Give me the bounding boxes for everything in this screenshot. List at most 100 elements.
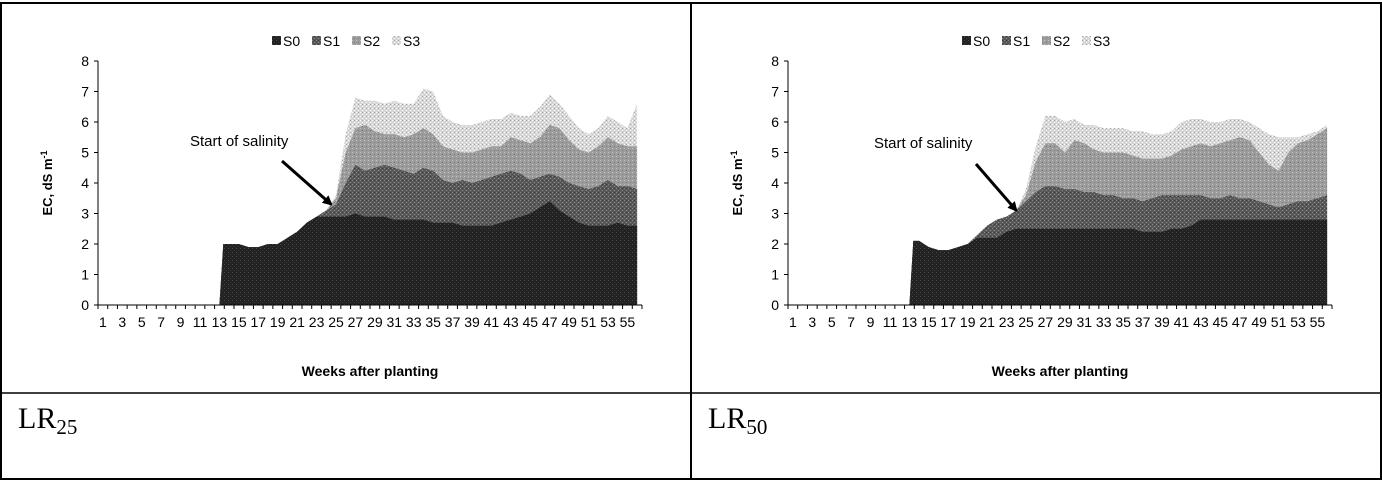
legend-swatch-s1: [312, 36, 321, 45]
y-axis-label: EC, dS m-1: [729, 150, 745, 215]
area-s0: [102, 201, 638, 305]
x-tick-label: 9: [867, 314, 875, 330]
x-tick-label: 15: [231, 314, 247, 330]
x-tick-label: 19: [270, 314, 286, 330]
x-tick-label: 55: [1310, 314, 1326, 330]
x-tick-label: 47: [542, 314, 558, 330]
caption-right-main: LR: [708, 402, 747, 435]
x-tick-label: 17: [250, 314, 266, 330]
x-tick-label: 7: [847, 314, 855, 330]
y-tick-label: 2: [771, 236, 779, 252]
y-tick-label: 7: [81, 84, 89, 100]
legend-label-s0: S0: [973, 33, 990, 49]
x-tick-label: 41: [1174, 314, 1190, 330]
x-tick-label: 29: [1057, 314, 1073, 330]
x-tick-label: 17: [940, 314, 956, 330]
x-tick-label: 15: [921, 314, 937, 330]
x-tick-label: 21: [289, 314, 305, 330]
y-tick-label: 5: [771, 145, 779, 161]
caption-left-main: LR: [18, 402, 57, 435]
x-axis-label: Weeks after planting: [302, 363, 439, 379]
x-tick-label: 1: [99, 314, 107, 330]
x-tick-label: 11: [883, 314, 898, 330]
legend-swatch-s3: [392, 36, 401, 45]
x-tick-label: 55: [620, 314, 636, 330]
x-tick-label: 45: [522, 314, 538, 330]
x-tick-label: 13: [212, 314, 228, 330]
x-tick-label: 23: [999, 314, 1015, 330]
x-tick-label: 31: [386, 314, 402, 330]
x-tick-label: 45: [1212, 314, 1228, 330]
x-tick-label: 49: [561, 314, 577, 330]
x-tick-label: 41: [484, 314, 500, 330]
x-tick-label: 49: [1251, 314, 1267, 330]
x-tick-label: 39: [464, 314, 480, 330]
x-tick-label: 19: [960, 314, 976, 330]
x-tick-label: 39: [1154, 314, 1170, 330]
annotation-arrow: [281, 159, 333, 206]
x-tick-label: 33: [406, 314, 422, 330]
annotation-label: Start of salinity: [874, 135, 973, 152]
legend-label-s3: S3: [1093, 33, 1110, 49]
y-tick-label: 8: [771, 53, 779, 69]
x-tick-label: 35: [1115, 314, 1131, 330]
x-tick-label: 51: [581, 314, 597, 330]
caption-right: LR50: [708, 402, 767, 440]
y-tick-label: 4: [771, 175, 779, 191]
legend-label-s2: S2: [1053, 33, 1070, 49]
x-tick-label: 35: [425, 314, 441, 330]
x-tick-label: 3: [118, 314, 126, 330]
y-tick-label: 1: [81, 267, 89, 283]
x-tick-label: 7: [157, 314, 165, 330]
x-tick-label: 37: [445, 314, 461, 330]
y-tick-label: 3: [81, 206, 89, 222]
x-tick-label: 1: [789, 314, 797, 330]
y-tick-label: 5: [81, 145, 89, 161]
x-tick-label: 51: [1271, 314, 1287, 330]
legend-swatch-s2: [1042, 36, 1051, 45]
legend-swatch-s1: [1002, 36, 1011, 45]
x-tick-label: 9: [177, 314, 185, 330]
caption-left: LR25: [18, 402, 77, 440]
x-tick-label: 21: [979, 314, 995, 330]
legend-label-s0: S0: [283, 33, 300, 49]
x-tick-label: 47: [1232, 314, 1248, 330]
y-tick-label: 6: [771, 114, 779, 130]
legend-label-s1: S1: [323, 33, 340, 49]
annotation-label: Start of salinity: [190, 133, 289, 150]
x-tick-label: 25: [328, 314, 344, 330]
x-tick-label: 43: [503, 314, 519, 330]
x-tick-label: 37: [1135, 314, 1151, 330]
legend-swatch-s0: [272, 36, 281, 45]
legend-label-s2: S2: [363, 33, 380, 49]
x-tick-label: 25: [1018, 314, 1034, 330]
x-tick-label: 27: [1038, 314, 1054, 330]
x-tick-label: 13: [902, 314, 918, 330]
x-axis-label: Weeks after planting: [992, 363, 1129, 379]
x-tick-label: 33: [1096, 314, 1112, 330]
y-tick-label: 3: [771, 206, 779, 222]
y-tick-label: 2: [81, 236, 89, 252]
area-s0: [792, 219, 1328, 305]
caption-right-sub: 50: [746, 415, 768, 439]
legend-swatch-s2: [352, 36, 361, 45]
x-tick-label: 29: [367, 314, 383, 330]
x-tick-label: 53: [600, 314, 616, 330]
x-tick-label: 23: [309, 314, 325, 330]
y-tick-label: 7: [771, 84, 779, 100]
y-tick-label: 0: [81, 297, 89, 313]
x-tick-label: 27: [348, 314, 364, 330]
y-tick-label: 4: [81, 175, 89, 191]
x-tick-label: 31: [1076, 314, 1092, 330]
legend-label-s3: S3: [403, 33, 420, 49]
x-tick-label: 53: [1290, 314, 1306, 330]
y-axis-label: EC, dS m-1: [39, 150, 55, 215]
annotation-arrow: [974, 163, 1018, 212]
x-tick-label: 11: [193, 314, 208, 330]
legend-swatch-s3: [1082, 36, 1091, 45]
y-tick-label: 1: [771, 267, 779, 283]
y-tick-label: 6: [81, 114, 89, 130]
